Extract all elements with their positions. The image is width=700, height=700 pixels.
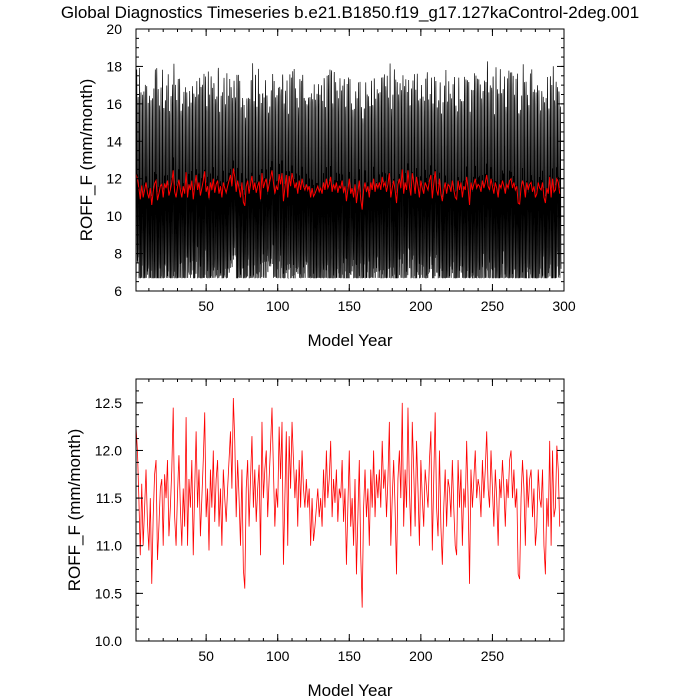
y-tick-label: 20 xyxy=(106,21,122,37)
chart-title: Global Diagnostics Timeseries b.e21.B185… xyxy=(61,3,639,22)
y-tick-label: 11.5 xyxy=(96,490,122,506)
y-tick-label: 8 xyxy=(114,246,122,262)
annual-mean-series-line xyxy=(135,398,561,608)
x-tick-label: 50 xyxy=(198,298,214,314)
top-x-axis-label: Model Year xyxy=(307,331,392,350)
y-tick-label: 6 xyxy=(114,283,122,299)
bottom-panel: 50 100 150 200 250 10.0 10.5 11.0 11.5 12.0 12.5 M… xyxy=(65,378,565,700)
x-tick-label: 250 xyxy=(481,298,505,314)
y-tick-label: 12.5 xyxy=(95,395,122,411)
bottom-x-axis-label: Model Year xyxy=(307,681,392,700)
top-y-axis-label: ROFF_F (mm/month) xyxy=(77,79,96,241)
x-tick-label: 200 xyxy=(409,648,433,664)
monthly-series-line xyxy=(135,61,562,280)
y-tick-label: 10.5 xyxy=(95,585,122,601)
x-tick-label: 100 xyxy=(266,298,290,314)
y-tick-label: 10.0 xyxy=(95,633,122,649)
y-tick-label: 16 xyxy=(106,96,122,112)
y-tick-label: 10 xyxy=(106,208,122,224)
x-tick-label: 150 xyxy=(338,298,362,314)
x-tick-label: 100 xyxy=(266,648,290,664)
annual-mean-series-line xyxy=(135,168,561,210)
x-tick-label: 150 xyxy=(338,648,362,664)
y-tick-label: 11.0 xyxy=(96,538,122,554)
y-tick-label: 12 xyxy=(106,171,122,187)
x-tick-label: 250 xyxy=(481,648,505,664)
x-tick-label: 200 xyxy=(409,298,433,314)
x-tick-label: 300 xyxy=(552,298,576,314)
x-tick-label: 50 xyxy=(198,648,214,664)
bottom-y-axis-label: ROFF_F (mm/month) xyxy=(65,429,84,591)
top-panel: 50 100 150 200 250 300 6 8 10 12 14 16 18 20 Model Ye… xyxy=(77,21,576,350)
y-tick-label: 18 xyxy=(106,58,122,74)
y-tick-label: 12.0 xyxy=(95,442,122,458)
y-tick-label: 14 xyxy=(106,133,122,149)
